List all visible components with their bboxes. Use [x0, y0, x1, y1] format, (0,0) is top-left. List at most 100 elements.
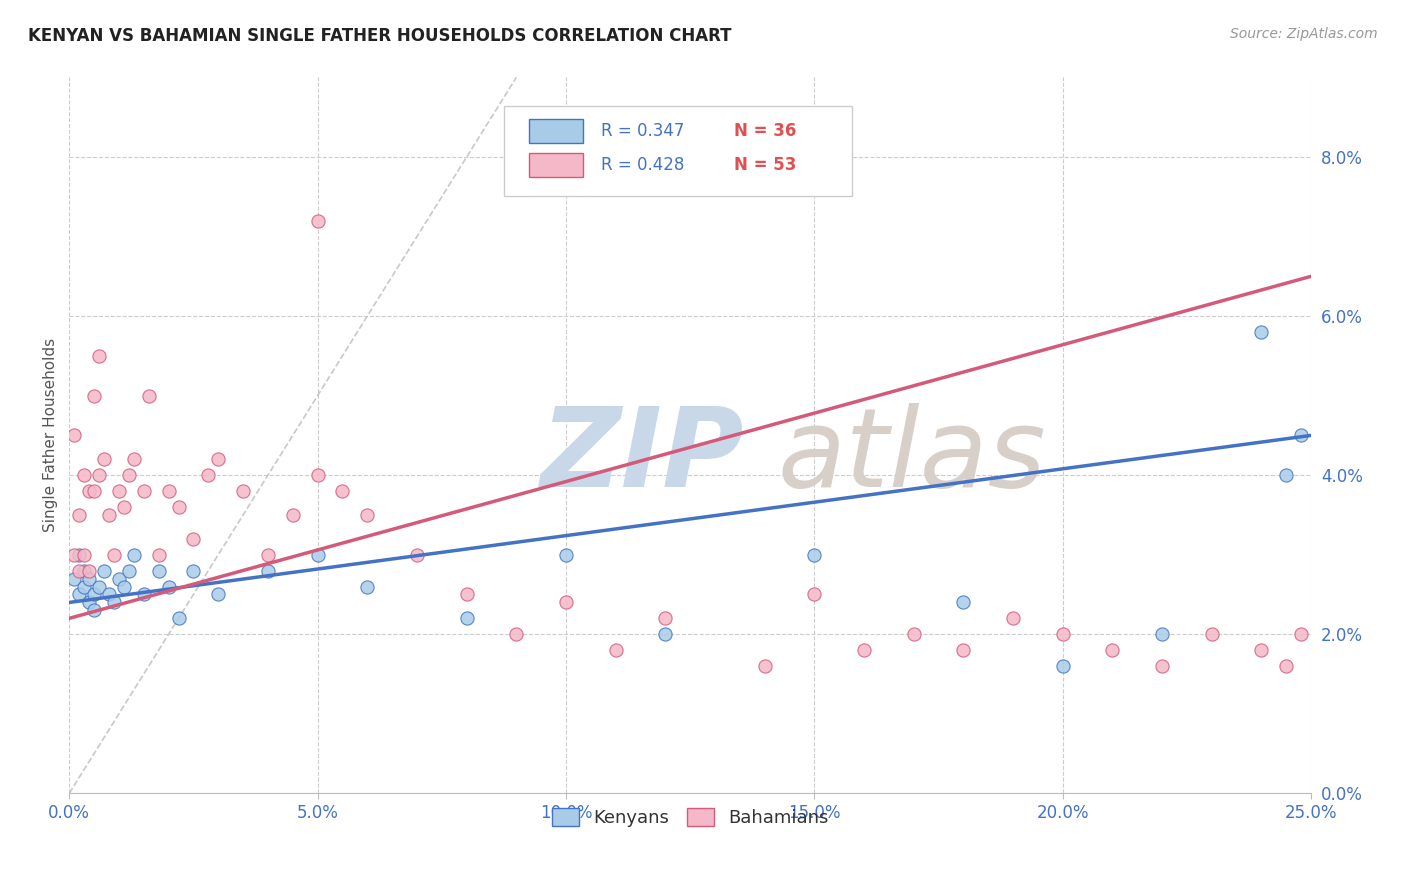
Point [148, 548, 170, 562]
Point [98, 587, 121, 601]
Point [77, 572, 100, 586]
Point [67, 548, 90, 562]
Point [87, 468, 110, 483]
Point [406, 548, 429, 562]
Point [122, 452, 145, 467]
Legend: Kenyans, Bahamians: Kenyans, Bahamians [544, 801, 837, 834]
Point [77, 595, 100, 609]
Point [1289, 428, 1312, 442]
Point [132, 484, 155, 499]
Point [654, 611, 676, 625]
Point [356, 508, 378, 522]
Point [167, 611, 190, 625]
Point [555, 548, 578, 562]
Point [356, 580, 378, 594]
Point [93, 452, 115, 467]
Point [108, 484, 131, 499]
Point [853, 643, 876, 657]
Point [167, 500, 190, 514]
Point [1289, 627, 1312, 641]
Point [148, 564, 170, 578]
Point [1052, 659, 1074, 673]
Point [654, 627, 676, 641]
Point [754, 659, 776, 673]
Point [1152, 659, 1174, 673]
Point [83, 587, 105, 601]
Text: R = 0.347: R = 0.347 [600, 122, 685, 140]
Point [112, 500, 135, 514]
Point [112, 580, 135, 594]
Point [456, 587, 478, 601]
Point [103, 595, 125, 609]
Point [803, 548, 825, 562]
Point [1152, 627, 1174, 641]
Point [83, 484, 105, 499]
Point [83, 603, 105, 617]
Text: KENYAN VS BAHAMIAN SINGLE FATHER HOUSEHOLDS CORRELATION CHART: KENYAN VS BAHAMIAN SINGLE FATHER HOUSEHO… [28, 27, 731, 45]
Point [103, 548, 125, 562]
Point [605, 643, 627, 657]
Point [1002, 611, 1025, 625]
Text: N = 53: N = 53 [734, 156, 796, 174]
FancyBboxPatch shape [529, 119, 583, 144]
Point [87, 349, 110, 363]
FancyBboxPatch shape [529, 153, 583, 177]
Point [307, 213, 329, 227]
Point [63, 428, 86, 442]
Point [157, 580, 180, 594]
Point [1275, 659, 1298, 673]
Point [67, 587, 90, 601]
Text: atlas: atlas [778, 403, 1046, 510]
Point [83, 389, 105, 403]
Text: R = 0.428: R = 0.428 [600, 156, 685, 174]
Point [183, 564, 205, 578]
Point [122, 548, 145, 562]
Point [803, 587, 825, 601]
Point [307, 548, 329, 562]
Point [207, 587, 229, 601]
Point [952, 643, 974, 657]
Point [257, 548, 280, 562]
Point [108, 572, 131, 586]
Point [1275, 468, 1298, 483]
Point [207, 452, 229, 467]
Point [73, 468, 96, 483]
Point [1201, 627, 1223, 641]
Point [73, 580, 96, 594]
Point [257, 564, 280, 578]
Point [157, 484, 180, 499]
Point [77, 484, 100, 499]
Point [73, 564, 96, 578]
Point [77, 564, 100, 578]
Point [281, 508, 304, 522]
Point [1052, 627, 1074, 641]
Y-axis label: Single Father Households: Single Father Households [44, 338, 58, 533]
Point [98, 508, 121, 522]
Point [232, 484, 254, 499]
Point [118, 468, 141, 483]
FancyBboxPatch shape [503, 106, 852, 195]
Point [63, 572, 86, 586]
Point [93, 564, 115, 578]
Point [1250, 325, 1272, 339]
Point [952, 595, 974, 609]
Point [197, 468, 219, 483]
Point [307, 468, 329, 483]
Point [1101, 643, 1123, 657]
Point [67, 564, 90, 578]
Text: N = 36: N = 36 [734, 122, 796, 140]
Text: Source: ZipAtlas.com: Source: ZipAtlas.com [1230, 27, 1378, 41]
Point [505, 627, 527, 641]
Point [73, 548, 96, 562]
Point [555, 595, 578, 609]
Point [456, 611, 478, 625]
Point [118, 564, 141, 578]
Point [132, 587, 155, 601]
Point [903, 627, 925, 641]
Point [138, 389, 160, 403]
Point [63, 548, 86, 562]
Point [183, 532, 205, 546]
Text: ZIP: ZIP [541, 403, 745, 510]
Point [1250, 643, 1272, 657]
Point [332, 484, 354, 499]
